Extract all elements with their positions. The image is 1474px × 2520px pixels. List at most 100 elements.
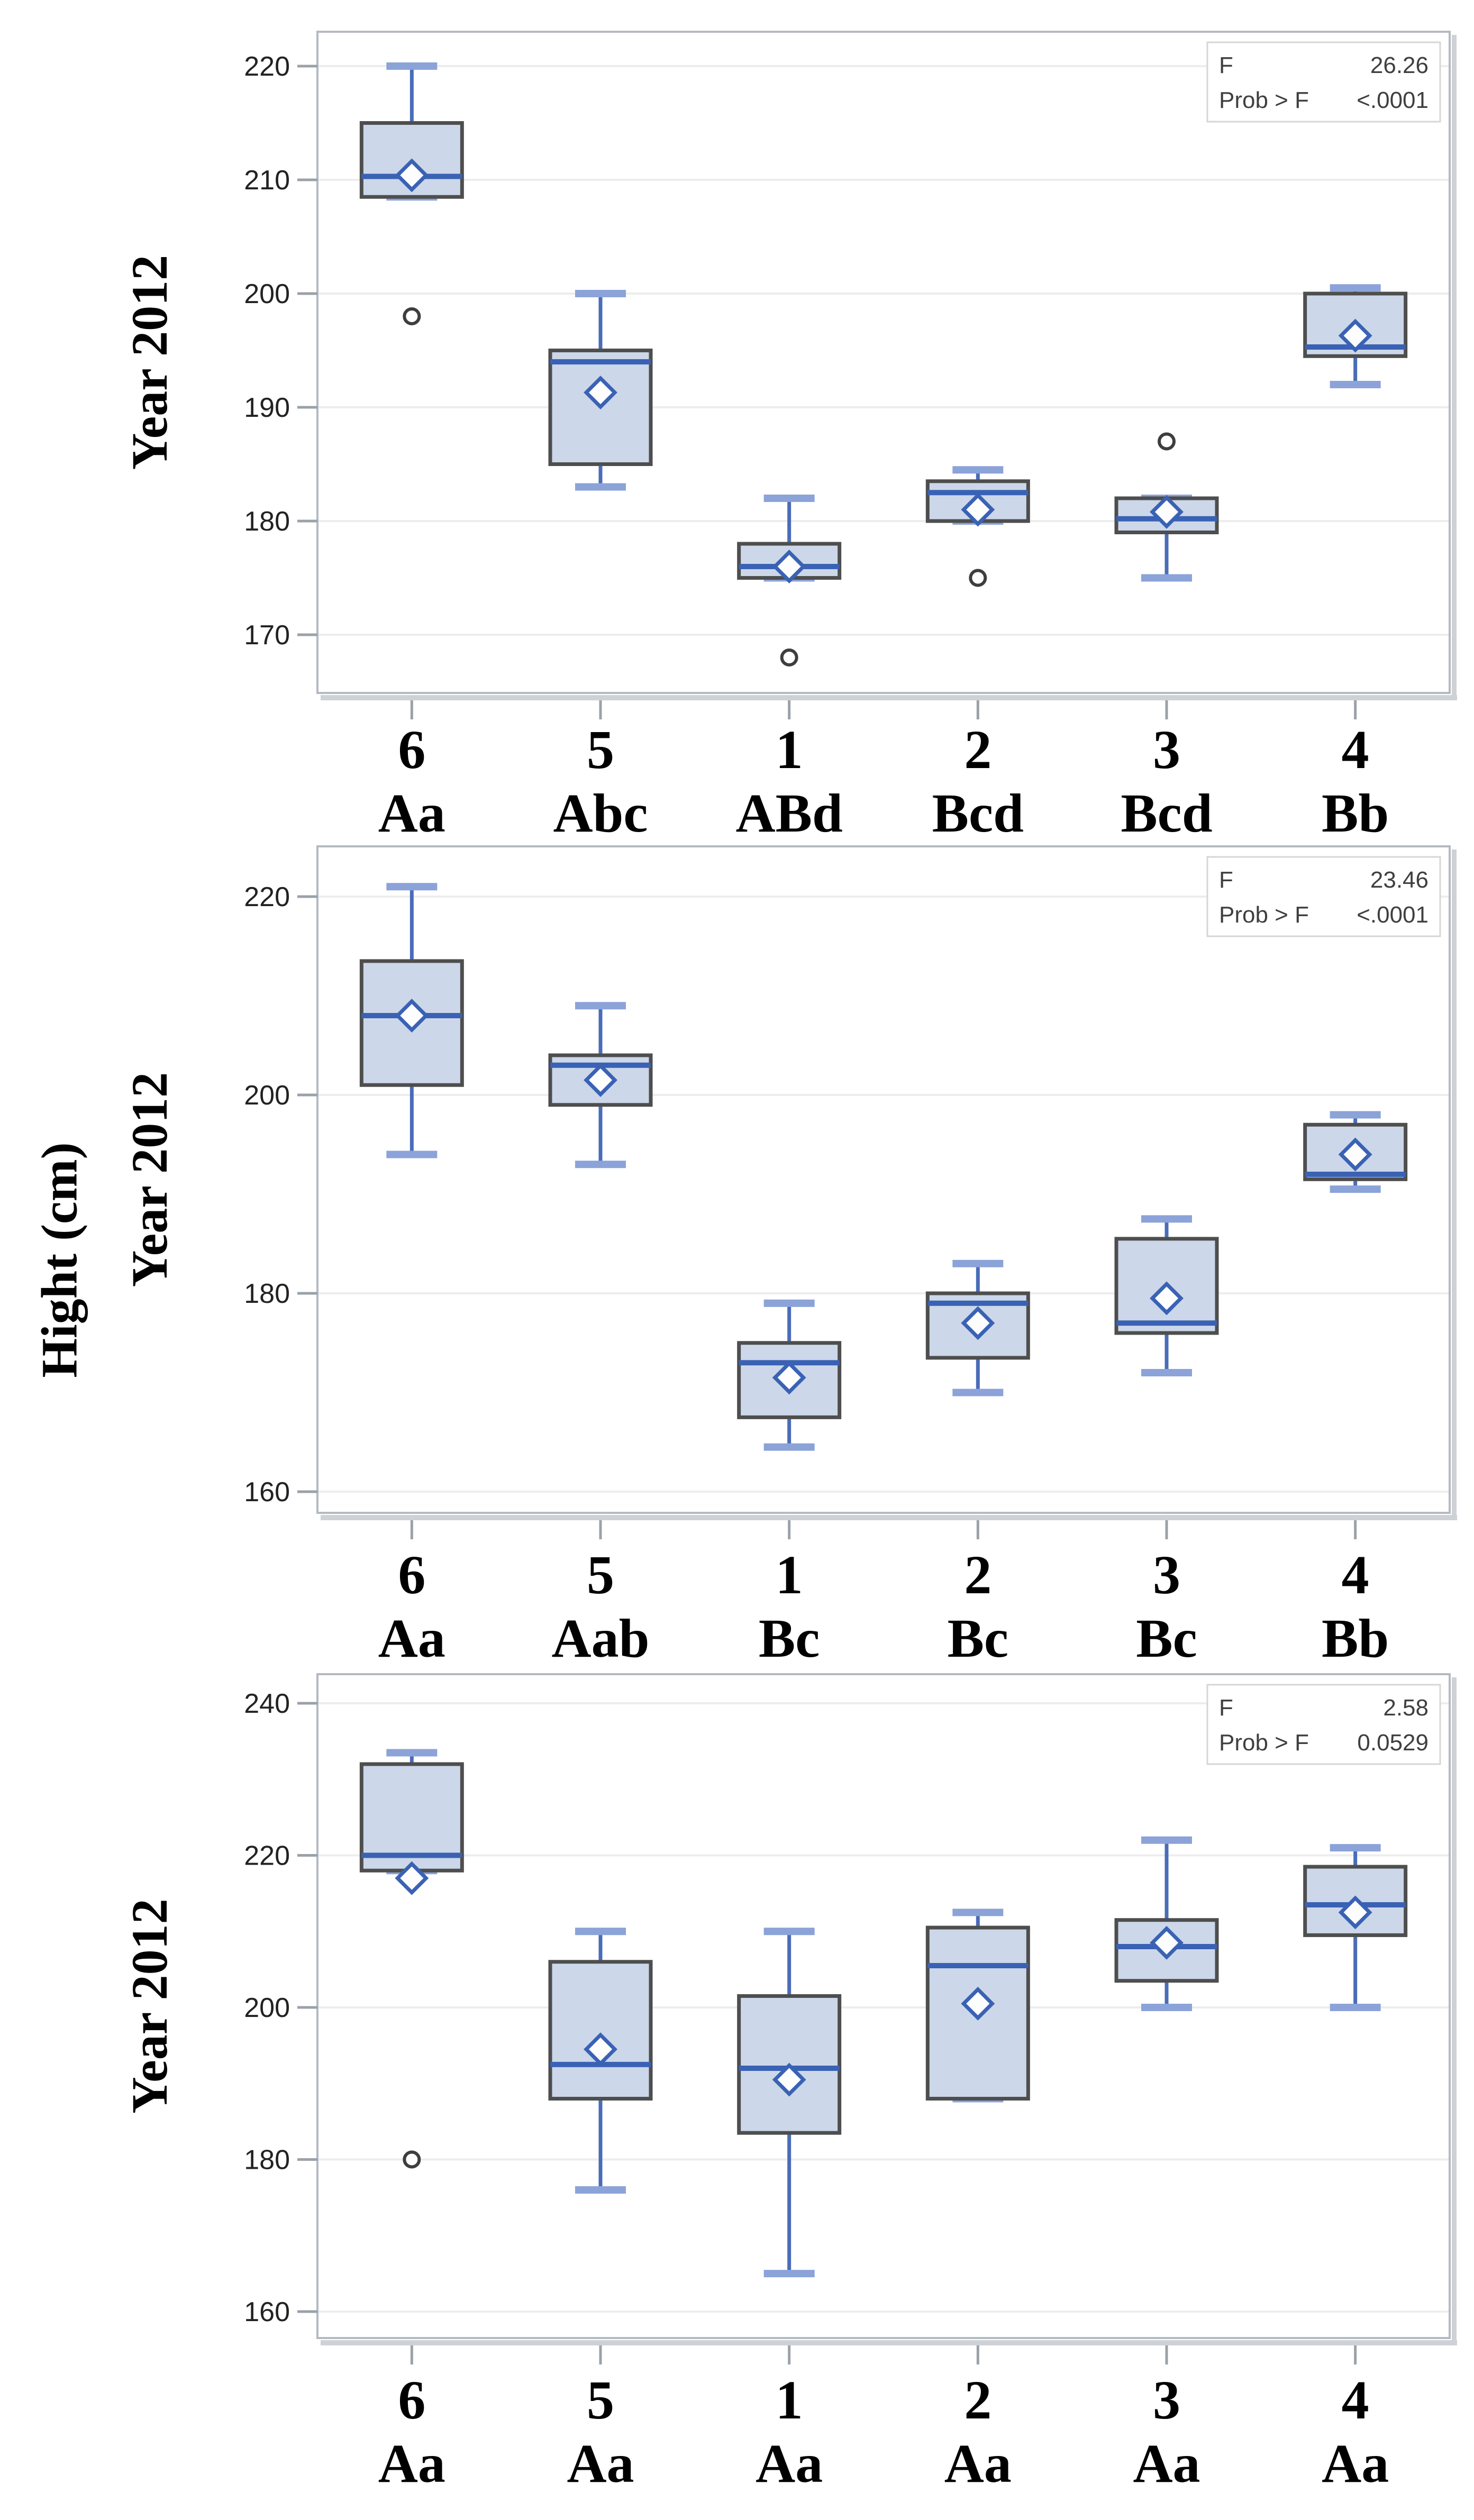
boxplot-group-3 xyxy=(1114,432,1219,582)
group-letters-label: Bcd xyxy=(1121,783,1212,844)
boxplot-group-1 xyxy=(737,495,842,666)
y-tick-label: 220 xyxy=(244,51,290,82)
stats-inset-box: F 2.58 Prob > F 0.0529 xyxy=(1206,1684,1441,1765)
frame-shadow-right xyxy=(1452,1677,1457,2345)
boxplot-group-5 xyxy=(548,1928,653,2194)
mean-diamond-marker xyxy=(584,2032,617,2067)
mean-diamond-marker xyxy=(1338,1137,1372,1172)
stat-f-label: F xyxy=(1219,1695,1233,1721)
boxplot-panel-3: 160 180 200 220 240 F 2.58 Prob > F 0.0529 6 5 1 2 3 4… xyxy=(121,1673,1457,2494)
stat-prob-label: Prob > F xyxy=(1219,902,1309,928)
frame-shadow-bottom xyxy=(321,695,1457,700)
y-tick-label: 160 xyxy=(244,2297,290,2327)
boxplot-group-2 xyxy=(925,1259,1030,1396)
category-label-3: 3 xyxy=(1153,1545,1180,1605)
boxplot-group-1 xyxy=(737,1299,842,1451)
outlier-point xyxy=(969,569,987,587)
panel-y-axis-title: Year 2012 xyxy=(121,255,178,470)
boxplot-panel-1: 170 180 190 200 210 220 F 26.26 Prob > F <.0001 6 5… xyxy=(121,31,1457,844)
group-letters-label: Aa xyxy=(378,2433,445,2494)
category-label-6: 6 xyxy=(398,2370,425,2431)
stat-f-value: 2.58 xyxy=(1383,1695,1428,1721)
category-label-1: 1 xyxy=(776,2370,803,2431)
stats-inset-frame xyxy=(1206,41,1441,123)
y-axis: 160 180 200 220 xyxy=(244,882,317,1508)
category-label-1: 1 xyxy=(776,1545,803,1605)
grid-lines xyxy=(317,1702,1450,2313)
mean-diamond-marker xyxy=(961,1306,995,1340)
boxplot-group-2 xyxy=(925,466,1030,587)
boxplot-panel-2: 160 180 200 220 F 23.46 Prob > F <.0001 6 5 1 2 3 4 Aa… xyxy=(121,845,1457,1669)
y-tick-label: 180 xyxy=(244,506,290,537)
group-letters-label: Aab xyxy=(552,1608,650,1669)
boxplot-group-3 xyxy=(1114,1215,1219,1376)
stat-prob-label: Prob > F xyxy=(1219,1730,1309,1756)
panel-y-axis-title: Year 2012 xyxy=(121,1072,178,1287)
category-label-4: 4 xyxy=(1342,1545,1369,1605)
stats-inset-box: F 26.26 Prob > F <.0001 xyxy=(1206,41,1441,123)
category-label-3: 3 xyxy=(1153,719,1180,780)
mean-diamond-marker xyxy=(584,1063,617,1097)
boxplot-group-6 xyxy=(359,1749,464,2169)
grid-lines xyxy=(317,65,1450,636)
stats-inset-box: F 23.46 Prob > F <.0001 xyxy=(1206,856,1441,937)
y-tick-label: 170 xyxy=(244,620,290,651)
mean-diamond-marker xyxy=(395,158,429,193)
frame-shadow-right xyxy=(1452,35,1457,700)
x-axis xyxy=(410,1520,1357,1539)
mean-diamond-marker xyxy=(584,376,617,409)
stats-inset-frame xyxy=(1206,856,1441,937)
plot-frame xyxy=(316,31,1451,694)
group-letters-label: Bc xyxy=(759,1608,820,1669)
group-letters-label: Aa xyxy=(378,783,445,844)
group-letters-label: Abc xyxy=(553,783,648,844)
y-tick-label: 160 xyxy=(244,1477,290,1508)
mean-diamond-marker xyxy=(1338,1895,1372,1930)
mean-diamond-marker xyxy=(961,1986,995,2021)
group-letters-label: ABd xyxy=(736,783,843,844)
x-axis xyxy=(410,2345,1357,2364)
stat-prob-value: 0.0529 xyxy=(1357,1730,1428,1756)
group-letters-label: Aa xyxy=(378,1608,445,1669)
mean-diamond-marker xyxy=(961,492,995,527)
stat-prob-label: Prob > F xyxy=(1219,87,1309,113)
grid-lines xyxy=(317,896,1450,1493)
group-letters-label: Bcd xyxy=(932,783,1024,844)
group-letters-label: Bc xyxy=(1136,1608,1197,1669)
outlier-point xyxy=(403,307,421,325)
group-letters-label: Aa xyxy=(1322,2433,1389,2494)
y-tick-label: 220 xyxy=(244,1841,290,1871)
outlier-point xyxy=(1158,432,1176,451)
category-label-5: 5 xyxy=(587,1545,614,1605)
boxplot-group-4 xyxy=(1303,284,1408,388)
mean-diamond-marker xyxy=(395,1861,429,1895)
group-letters-label: Aa xyxy=(1133,2433,1200,2494)
boxplot-group-2 xyxy=(925,1909,1030,2103)
boxplot-group-1 xyxy=(737,1928,842,2278)
mean-diamond-marker xyxy=(772,2062,806,2097)
mean-diamond-marker xyxy=(1150,1925,1184,1960)
group-letters-label: Aa xyxy=(944,2433,1012,2494)
group-letters-label: Aa xyxy=(567,2433,634,2494)
group-letters-label: Bb xyxy=(1322,783,1389,844)
category-label-1: 1 xyxy=(776,719,803,780)
panel-y-axis-title: Year 2012 xyxy=(121,1898,178,2113)
stat-f-value: 23.46 xyxy=(1370,867,1428,893)
y-axis: 160 180 200 220 240 xyxy=(244,1688,317,2327)
mean-diamond-marker xyxy=(1150,1281,1184,1316)
plot-frame xyxy=(316,1673,1451,2339)
boxplot-group-4 xyxy=(1303,1111,1408,1193)
boxplot-group-6 xyxy=(359,883,464,1158)
category-label-5: 5 xyxy=(587,719,614,780)
boxplot-group-5 xyxy=(548,1002,653,1168)
category-label-6: 6 xyxy=(398,719,425,780)
y-tick-label: 180 xyxy=(244,1279,290,1309)
boxplot-group-3 xyxy=(1114,1836,1219,2011)
category-label-3: 3 xyxy=(1153,2370,1180,2431)
y-tick-label: 200 xyxy=(244,1993,290,2023)
frame-shadow-right xyxy=(1452,850,1457,1520)
y-tick-label: 180 xyxy=(244,2145,290,2176)
category-label-5: 5 xyxy=(587,2370,614,2431)
stat-f-label: F xyxy=(1219,867,1233,893)
group-letters-label: Bc xyxy=(948,1608,1009,1669)
